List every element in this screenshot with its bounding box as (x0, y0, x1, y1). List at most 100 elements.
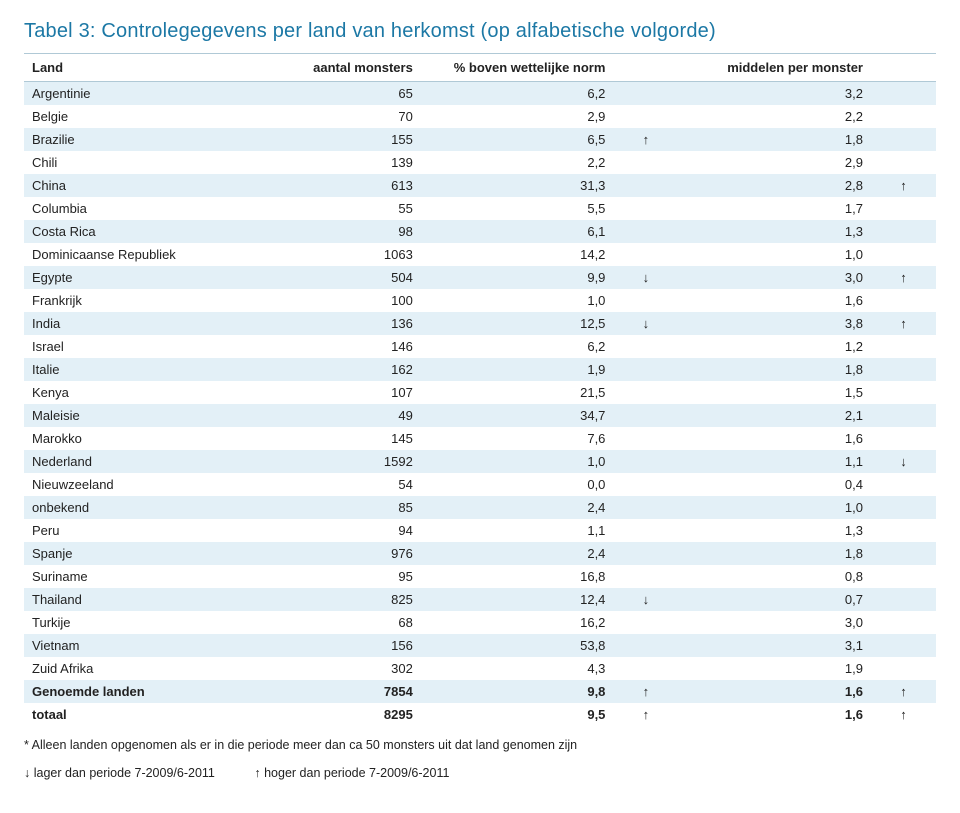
cell-arr1 (613, 657, 678, 680)
cell-arr1 (613, 542, 678, 565)
cell-arr1 (613, 496, 678, 519)
table-row: Peru941,11,3 (24, 519, 936, 542)
cell-monsters: 94 (275, 519, 421, 542)
table-row: India13612,5↓3,8↑ (24, 312, 936, 335)
table-row: Marokko1457,61,6 (24, 427, 936, 450)
cell-land: Peru (24, 519, 275, 542)
col-pct: % boven wettelijke norm (421, 54, 614, 82)
table-row: Columbia555,51,7 (24, 197, 936, 220)
cell-arr1 (613, 151, 678, 174)
cell-arr2 (871, 243, 936, 266)
cell-arr1 (613, 105, 678, 128)
cell-land: India (24, 312, 275, 335)
cell-arr2: ↑ (871, 174, 936, 197)
table-row: China61331,32,8↑ (24, 174, 936, 197)
cell-arr2 (871, 565, 936, 588)
cell-arr1 (613, 220, 678, 243)
table-row: Thailand82512,4↓0,7 (24, 588, 936, 611)
cell-monsters: 107 (275, 381, 421, 404)
table-row: Costa Rica986,11,3 (24, 220, 936, 243)
cell-arr2: ↑ (871, 703, 936, 726)
cell-monsters: 7854 (275, 680, 421, 703)
cell-monsters: 70 (275, 105, 421, 128)
table-row: Frankrijk1001,01,6 (24, 289, 936, 312)
cell-pct: 2,4 (421, 542, 614, 565)
cell-monsters: 136 (275, 312, 421, 335)
col-middel: middelen per monster (678, 54, 871, 82)
data-table: Land aantal monsters % boven wettelijke … (24, 53, 936, 726)
cell-arr2 (871, 473, 936, 496)
cell-land: Vietnam (24, 634, 275, 657)
cell-monsters: 976 (275, 542, 421, 565)
cell-land: Spanje (24, 542, 275, 565)
table-row: Chili1392,22,9 (24, 151, 936, 174)
cell-monsters: 146 (275, 335, 421, 358)
cell-pct: 2,9 (421, 105, 614, 128)
cell-pct: 5,5 (421, 197, 614, 220)
cell-middel: 1,9 (678, 657, 871, 680)
cell-arr2 (871, 289, 936, 312)
table-row: Argentinie656,23,2 (24, 82, 936, 106)
cell-land: China (24, 174, 275, 197)
cell-pct: 9,9 (421, 266, 614, 289)
cell-middel: 1,3 (678, 220, 871, 243)
cell-monsters: 156 (275, 634, 421, 657)
cell-land: Frankrijk (24, 289, 275, 312)
cell-arr2 (871, 128, 936, 151)
cell-middel: 1,3 (678, 519, 871, 542)
table-row: Zuid Afrika3024,31,9 (24, 657, 936, 680)
cell-arr2 (871, 427, 936, 450)
cell-monsters: 100 (275, 289, 421, 312)
table-row: Italie1621,91,8 (24, 358, 936, 381)
table-title: Tabel 3: Controlegegevens per land van h… (24, 20, 936, 43)
cell-arr1 (613, 565, 678, 588)
col-land: Land (24, 54, 275, 82)
table-row: Egypte5049,9↓3,0↑ (24, 266, 936, 289)
cell-monsters: 65 (275, 82, 421, 106)
legend-down: ↓ lager dan periode 7-2009/6-2011 (24, 766, 215, 780)
cell-arr2 (871, 404, 936, 427)
cell-arr2 (871, 634, 936, 657)
cell-pct: 1,9 (421, 358, 614, 381)
table-row: Brazilie1556,5↑1,8 (24, 128, 936, 151)
cell-pct: 1,0 (421, 289, 614, 312)
cell-arr2: ↑ (871, 266, 936, 289)
cell-monsters: 95 (275, 565, 421, 588)
legend: ↓ lager dan periode 7-2009/6-2011 ↑ hoge… (24, 766, 936, 780)
cell-middel: 1,6 (678, 680, 871, 703)
cell-arr1: ↓ (613, 588, 678, 611)
cell-land: Zuid Afrika (24, 657, 275, 680)
col-arrow-1 (613, 54, 678, 82)
cell-monsters: 613 (275, 174, 421, 197)
cell-middel: 3,2 (678, 82, 871, 106)
cell-land: Marokko (24, 427, 275, 450)
cell-arr2 (871, 197, 936, 220)
cell-arr2 (871, 82, 936, 106)
cell-arr1 (613, 82, 678, 106)
cell-pct: 0,0 (421, 473, 614, 496)
cell-pct: 14,2 (421, 243, 614, 266)
cell-pct: 12,5 (421, 312, 614, 335)
table-row: Kenya10721,51,5 (24, 381, 936, 404)
cell-arr1: ↑ (613, 680, 678, 703)
table-row: Vietnam15653,83,1 (24, 634, 936, 657)
cell-arr1 (613, 335, 678, 358)
cell-arr1: ↓ (613, 312, 678, 335)
table-row: Nieuwzeeland540,00,4 (24, 473, 936, 496)
cell-middel: 1,8 (678, 358, 871, 381)
cell-arr1: ↑ (613, 703, 678, 726)
cell-arr2 (871, 588, 936, 611)
cell-land: Thailand (24, 588, 275, 611)
cell-pct: 53,8 (421, 634, 614, 657)
cell-monsters: 302 (275, 657, 421, 680)
legend-up: ↑ hoger dan periode 7-2009/6-2011 (254, 766, 449, 780)
cell-arr1 (613, 243, 678, 266)
cell-monsters: 49 (275, 404, 421, 427)
cell-arr1 (613, 450, 678, 473)
cell-land: Columbia (24, 197, 275, 220)
cell-arr2 (871, 496, 936, 519)
table-row: Dominicaanse Republiek106314,21,0 (24, 243, 936, 266)
header-row: Land aantal monsters % boven wettelijke … (24, 54, 936, 82)
cell-middel: 2,1 (678, 404, 871, 427)
cell-pct: 7,6 (421, 427, 614, 450)
